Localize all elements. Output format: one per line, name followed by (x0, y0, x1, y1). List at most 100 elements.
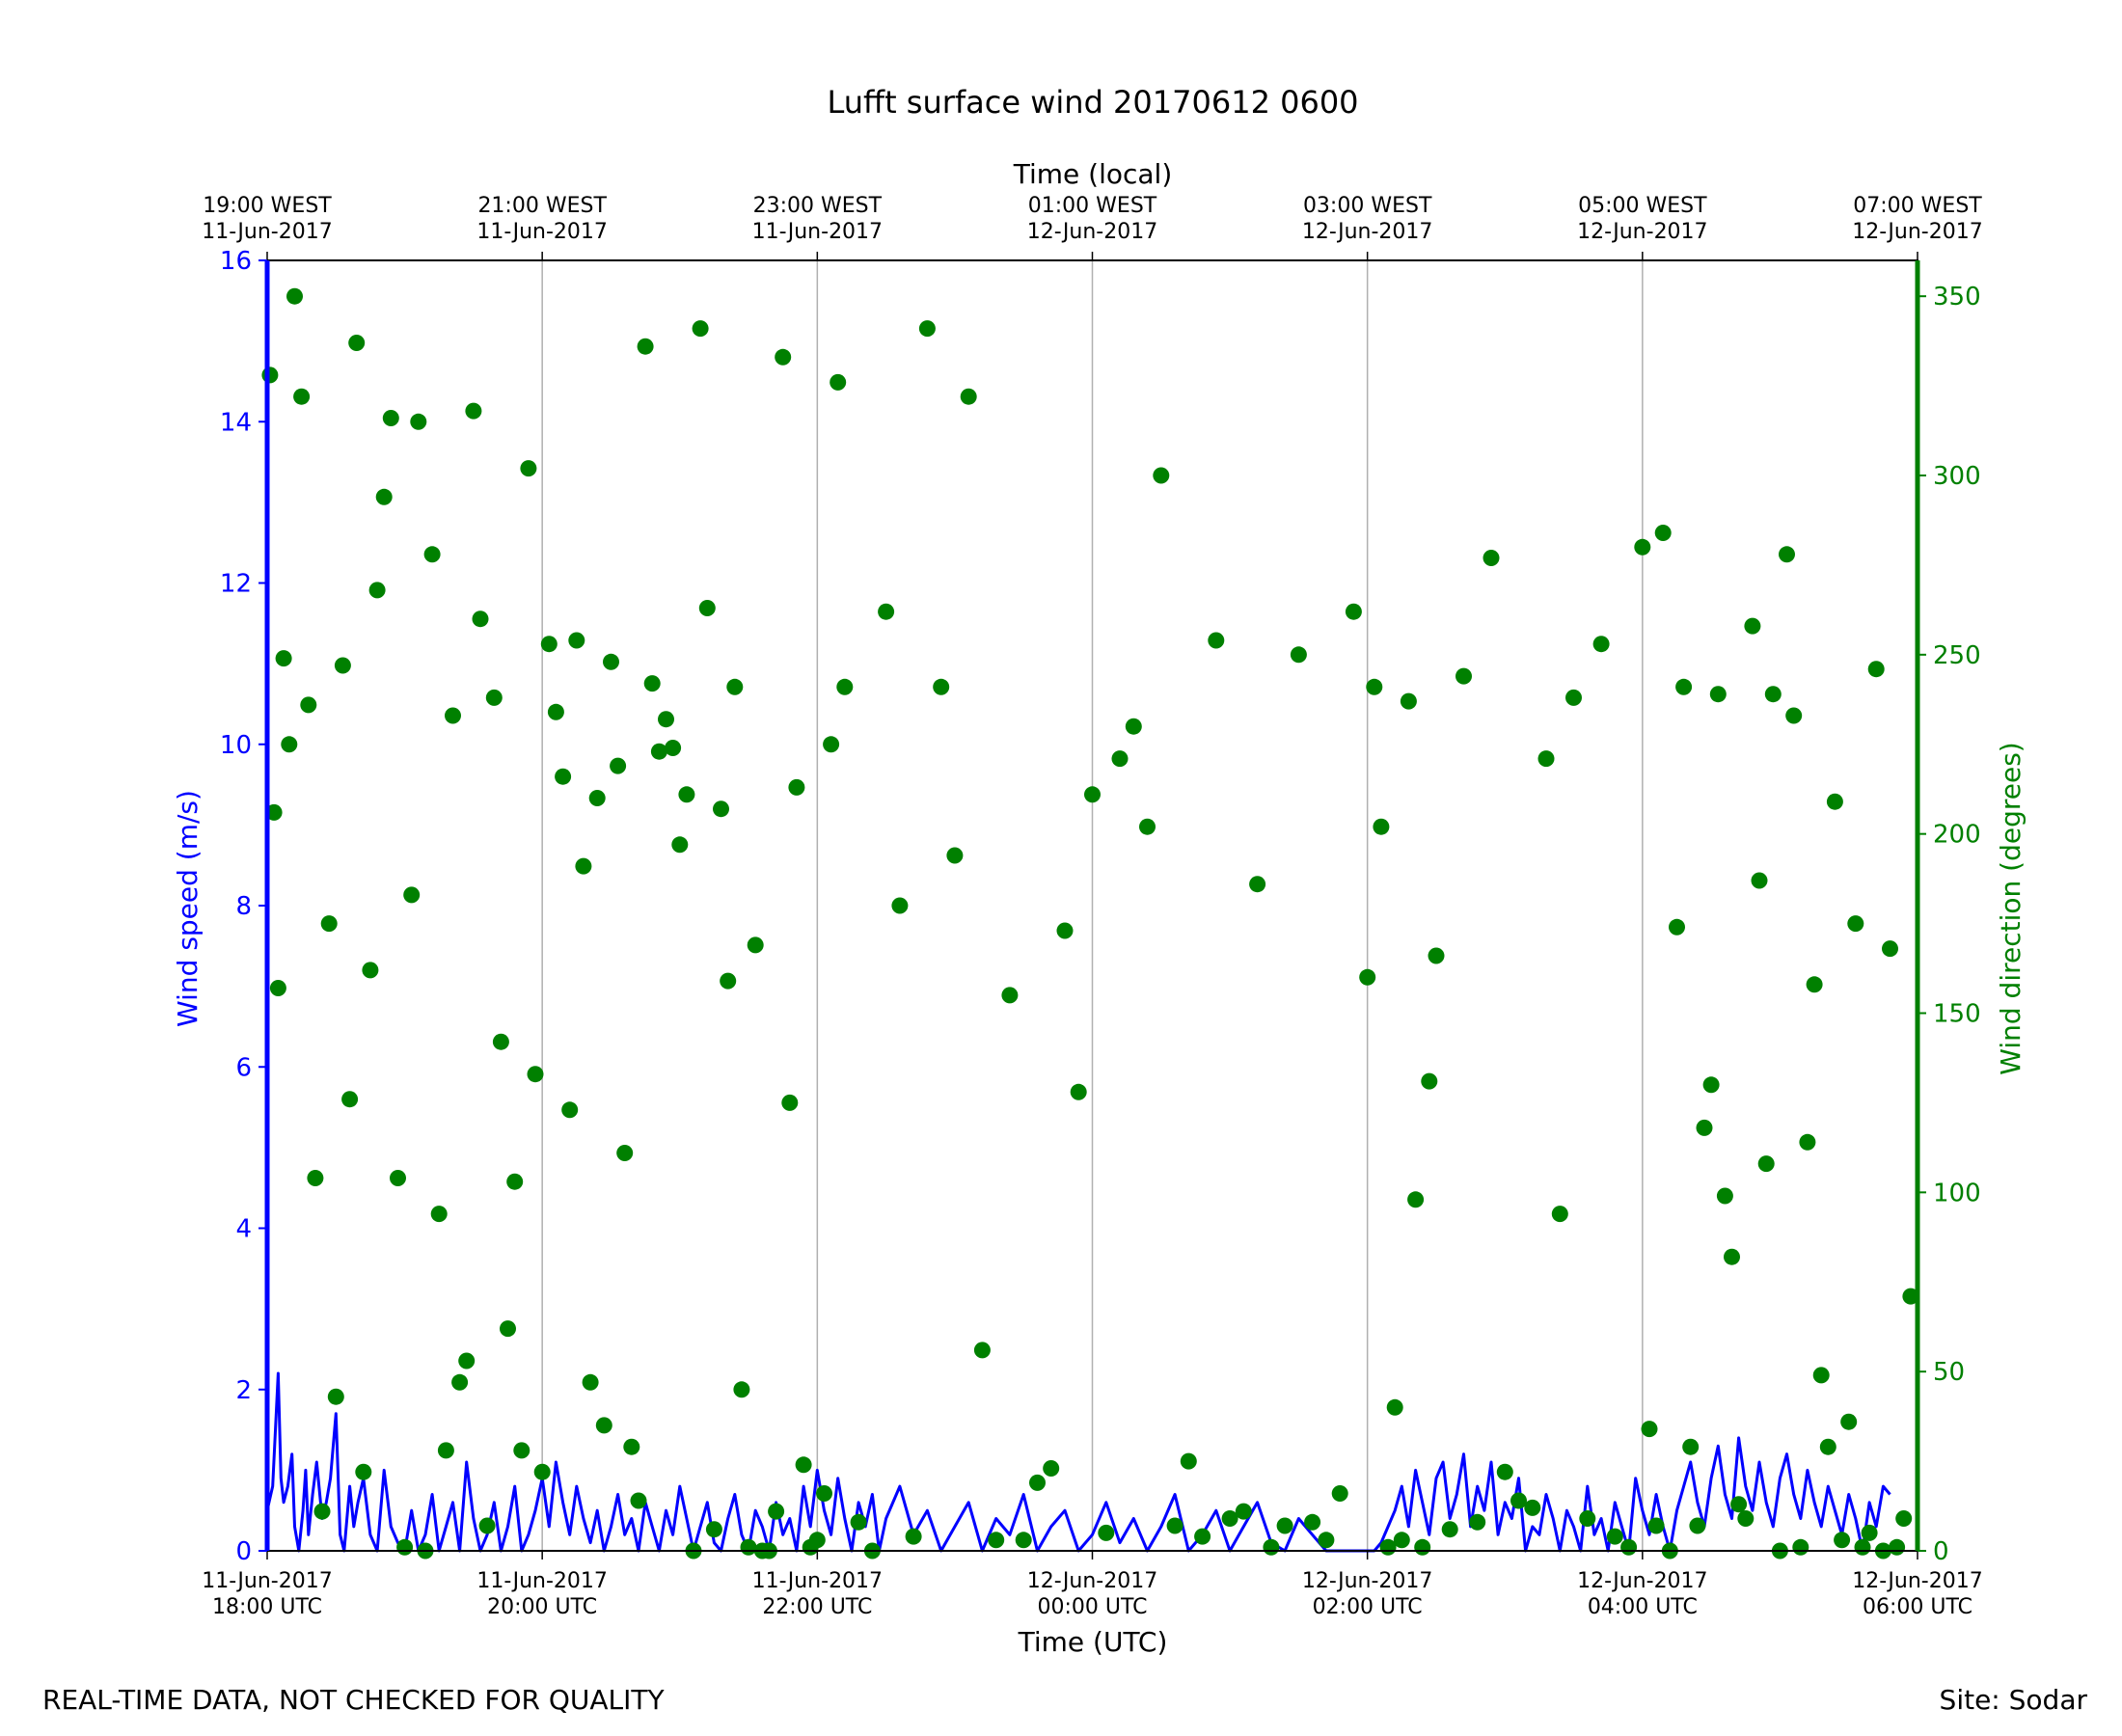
wind-direction-point (547, 703, 564, 720)
wind-direction-point (650, 743, 667, 760)
wind-direction-point (1537, 750, 1555, 768)
wind-direction-point (658, 711, 674, 728)
wind-direction-point (933, 678, 950, 695)
left-tick-label: 14 (220, 408, 252, 437)
wind-direction-point (891, 897, 909, 914)
bottom-tick-label: 11-Jun-2017 (752, 1569, 883, 1593)
wind-direction-point (1889, 1538, 1906, 1556)
wind-direction-point (1221, 1510, 1238, 1527)
wind-direction-point (1847, 915, 1864, 933)
wind-direction-point (1730, 1496, 1748, 1513)
wind-direction-point (300, 696, 317, 714)
wind-direction-point (348, 335, 366, 351)
wind-direction-point (275, 650, 292, 667)
wind-direction-point (327, 1388, 344, 1405)
bottom-tick-label: 06:00 UTC (1863, 1595, 1972, 1619)
wind-direction-point (988, 1532, 1005, 1549)
wind-direction-point (1799, 1133, 1816, 1151)
wind-direction-point (713, 800, 729, 818)
chart-title: Lufft surface wind 20170612 0600 (827, 84, 1358, 121)
top-tick-label: 01:00 WEST (1028, 194, 1157, 218)
right-tick-label: 50 (1933, 1358, 1965, 1387)
wind-direction-point (1056, 922, 1074, 939)
bottom-tick-label: 12-Jun-2017 (1577, 1569, 1707, 1593)
wind-direction-point (390, 1170, 406, 1186)
wind-direction-point (513, 1442, 530, 1459)
wind-direction-point (1565, 689, 1582, 706)
right-tick-label: 300 (1933, 462, 1981, 491)
left-axis-label: Wind speed (m/s) (172, 790, 204, 1027)
wind-direction-point (1682, 1438, 1700, 1455)
top-tick-label: 21:00 WEST (477, 194, 607, 218)
wind-direction-point (437, 1442, 454, 1459)
wind-direction-point (616, 1145, 634, 1161)
top-tick-label: 12-Jun-2017 (1027, 220, 1157, 244)
wind-direction-point (973, 1342, 991, 1359)
wind-direction-point (1812, 1367, 1830, 1384)
wind-direction-point (698, 600, 716, 616)
bottom-axis-label: Time (UTC) (1018, 1626, 1168, 1658)
wind-direction-point (1373, 818, 1390, 835)
right-tick-label: 350 (1933, 283, 1981, 312)
wind-direction-point (451, 1373, 469, 1391)
wind-direction-point (905, 1528, 922, 1545)
bottom-tick-label: 18:00 UTC (212, 1595, 322, 1619)
wind-direction-point (768, 1503, 785, 1520)
wind-direction-point (1647, 1517, 1665, 1534)
bottom-tick-label: 22:00 UTC (762, 1595, 872, 1619)
top-tick-label: 12-Jun-2017 (1577, 220, 1707, 244)
wind-direction-point (555, 768, 572, 785)
wind-direction-point (671, 836, 689, 854)
wind-speed-line (265, 1371, 1891, 1553)
wind-direction-point (1785, 707, 1803, 724)
right-tick-label: 150 (1933, 1000, 1981, 1029)
bottom-tick-label: 12-Jun-2017 (1302, 1569, 1432, 1593)
wind-direction-point (960, 388, 977, 405)
wind-direction-point (458, 1352, 476, 1370)
left-tick-label: 16 (220, 247, 252, 276)
wind-direction-point (1696, 1119, 1713, 1136)
wind-direction-point (568, 632, 585, 649)
top-tick-label: 05:00 WEST (1578, 194, 1707, 218)
wind-direction-point (1001, 987, 1019, 1004)
wind-direction-point (823, 736, 840, 753)
wind-direction-point (265, 803, 283, 821)
wind-direction-point (1098, 1524, 1115, 1541)
left-tick-label: 0 (235, 1537, 252, 1566)
top-axis-label: Time (local) (1013, 158, 1173, 190)
wind-direction-point (1675, 678, 1693, 695)
wind-direction-point (726, 678, 744, 695)
footer-site: Site: Sodar (1940, 1684, 2088, 1716)
wind-direction-point (1834, 1532, 1851, 1549)
wind-direction-point (334, 657, 351, 674)
wind-direction-point (1455, 667, 1472, 685)
wind-direction-point (465, 402, 482, 420)
wind-direction-point (1579, 1510, 1596, 1527)
wind-direction-point (1819, 1438, 1836, 1455)
wind-direction-point (1744, 617, 1761, 635)
footer-quality-note: REAL-TIME DATA, NOT CHECKED FOR QUALITY (42, 1684, 665, 1716)
wind-direction-point (808, 1532, 826, 1549)
wind-direction-point (1290, 646, 1307, 664)
wind-direction-point (1592, 636, 1610, 653)
wind-direction-point (1139, 818, 1156, 835)
wind-direction-point (1524, 1499, 1541, 1516)
wind-direction-point (1125, 718, 1142, 735)
wind-direction-point (1111, 750, 1129, 768)
wind-direction-point (850, 1513, 867, 1531)
bottom-tick-label: 02:00 UTC (1313, 1595, 1423, 1619)
right-tick-label: 200 (1933, 821, 1981, 850)
wind-direction-point (1702, 1076, 1720, 1094)
wind-direction-point (1867, 661, 1885, 678)
wind-direction-point (1318, 1532, 1335, 1549)
wind-direction-point (1304, 1513, 1321, 1531)
bottom-tick-label: 20:00 UTC (487, 1595, 597, 1619)
wind-direction-point (1510, 1492, 1527, 1509)
wind-direction-point (423, 546, 441, 563)
top-tick-label: 12-Jun-2017 (1302, 220, 1432, 244)
wind-direction-point (946, 847, 964, 864)
wind-direction-point (678, 786, 695, 803)
wind-direction-point (1902, 1288, 1919, 1305)
wind-direction-point (747, 936, 764, 954)
wind-direction-point (368, 582, 386, 599)
